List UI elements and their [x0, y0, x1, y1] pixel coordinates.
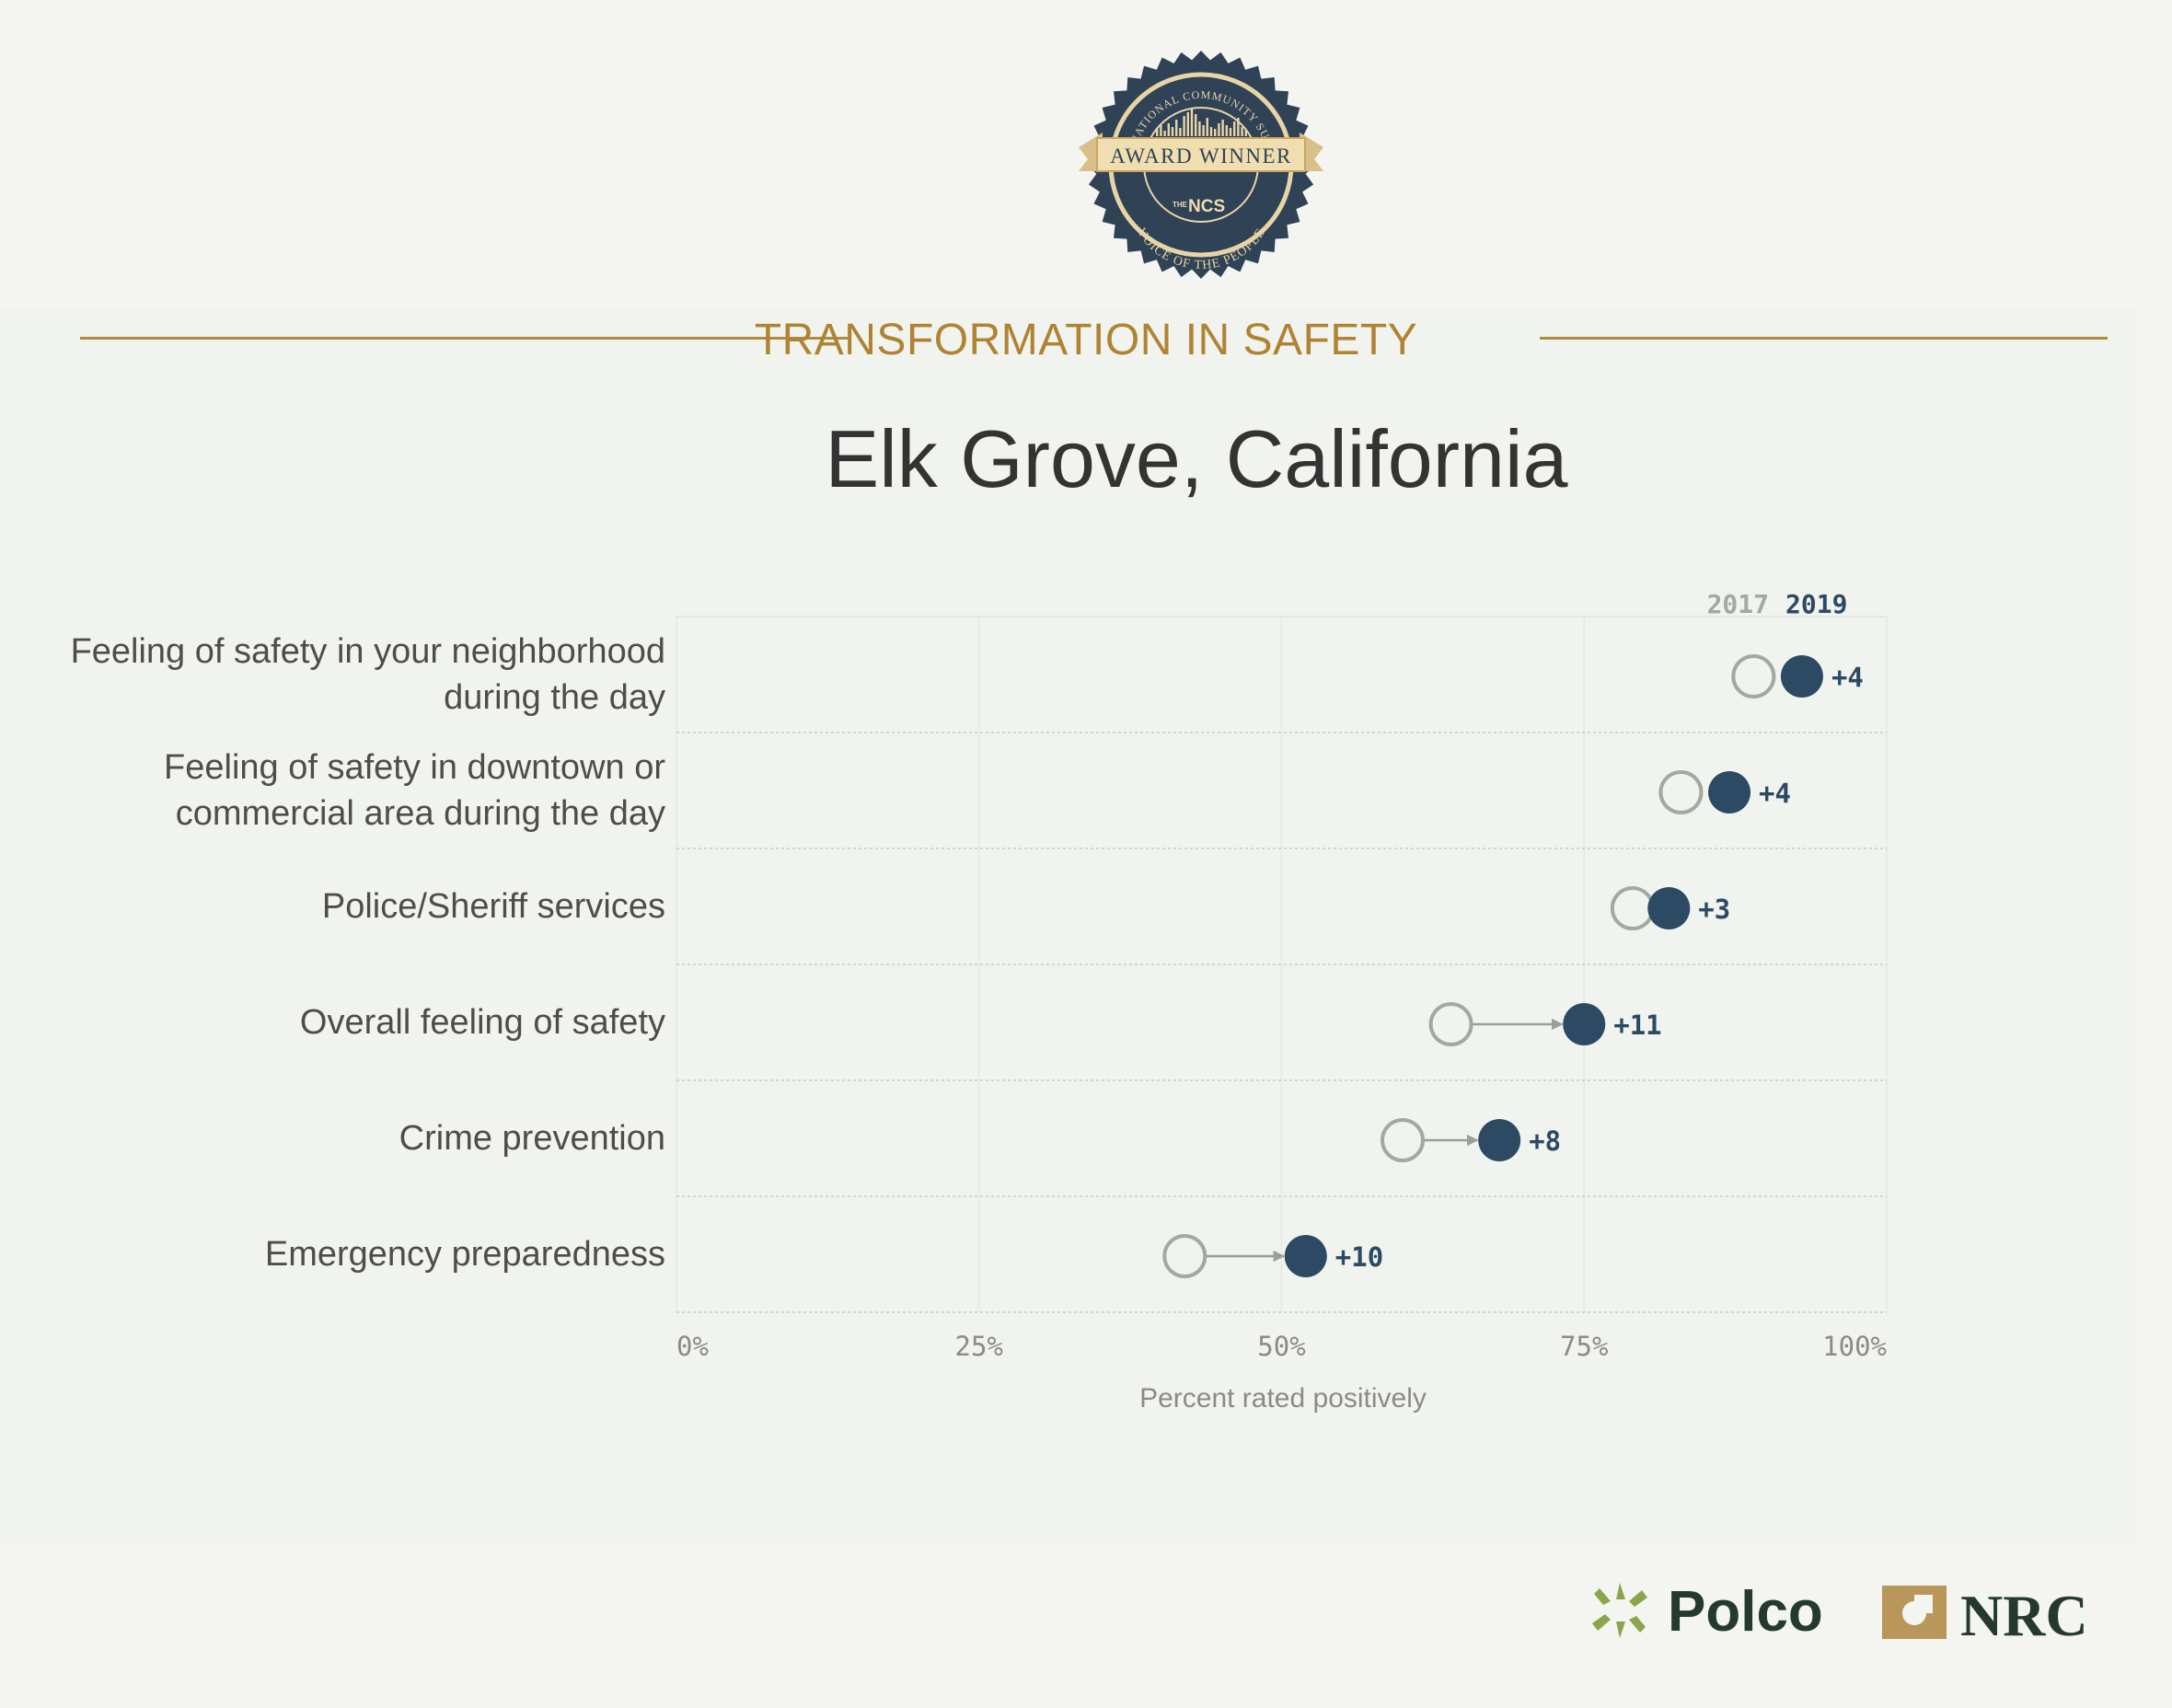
dot-2019 [1284, 1235, 1327, 1277]
chart-panel [0, 306, 2137, 1546]
dot-2019 [1780, 655, 1823, 698]
dot-2017 [1162, 1234, 1207, 1278]
change-label: +10 [1335, 1241, 1383, 1273]
section-kicker: TRANSFORMATION IN SAFETY [754, 316, 1418, 364]
dot-2019 [1708, 771, 1751, 814]
nrc-wordmark: NRC [1960, 1583, 2088, 1648]
kicker-rule-right [1540, 337, 2108, 340]
badge-ribbon-text: AWARD WINNER [1110, 144, 1292, 167]
category-label-5: Crime prevention [399, 1119, 665, 1158]
dot-2019 [1478, 1119, 1521, 1161]
change-label: +4 [1759, 778, 1791, 809]
dot-2017 [1381, 1118, 1425, 1162]
nrc-logo-icon [1882, 1586, 1947, 1639]
change-label: +11 [1613, 1010, 1661, 1041]
kicker-rule-left [80, 337, 851, 340]
change-label: +3 [1698, 894, 1730, 925]
skyline-icon [1156, 109, 1247, 136]
category-label-4: Overall feeling of safety [299, 1003, 665, 1042]
x-axis-label: Percent rated positively [1139, 1383, 1427, 1414]
dot-2017 [1658, 770, 1704, 814]
badge-mark-small: THE [1173, 201, 1188, 209]
footer-logos: Polco NRC [1592, 1580, 2088, 1648]
x-tick-label: 25% [955, 1331, 1003, 1362]
polco-logo-icon [1592, 1583, 1647, 1638]
category-label-3: Police/Sheriff services [321, 887, 665, 926]
category-label-2: Feeling of safety in downtown or commerci… [164, 748, 665, 833]
dot-2019 [1563, 1003, 1606, 1045]
award-badge: THE NATIONAL COMMUNITY SURVEY VOICE OF T… [1072, 38, 1325, 283]
x-tick-label: 100% [1822, 1331, 1887, 1362]
dot-2017 [1731, 654, 1776, 698]
x-tick-label: 75% [1560, 1331, 1608, 1362]
dot-2017 [1428, 1002, 1473, 1046]
badge-mark: NCS [1188, 197, 1225, 216]
dot-2017 [1610, 886, 1655, 930]
category-label-6: Emergency preparedness [264, 1235, 665, 1274]
legend-2019: 2019 [1785, 589, 1847, 619]
change-label: +4 [1831, 662, 1864, 693]
legend-2017: 2017 [1707, 589, 1769, 619]
x-tick-label: 50% [1257, 1331, 1305, 1362]
polco-wordmark: Polco [1668, 1580, 1823, 1644]
x-tick-label: 0% [676, 1331, 709, 1362]
category-label-1: Feeling of safety in your neighborhood du… [70, 632, 665, 717]
change-label: +8 [1529, 1125, 1561, 1157]
page-title: Elk Grove, California [825, 413, 1568, 504]
dot-2019 [1647, 887, 1691, 929]
